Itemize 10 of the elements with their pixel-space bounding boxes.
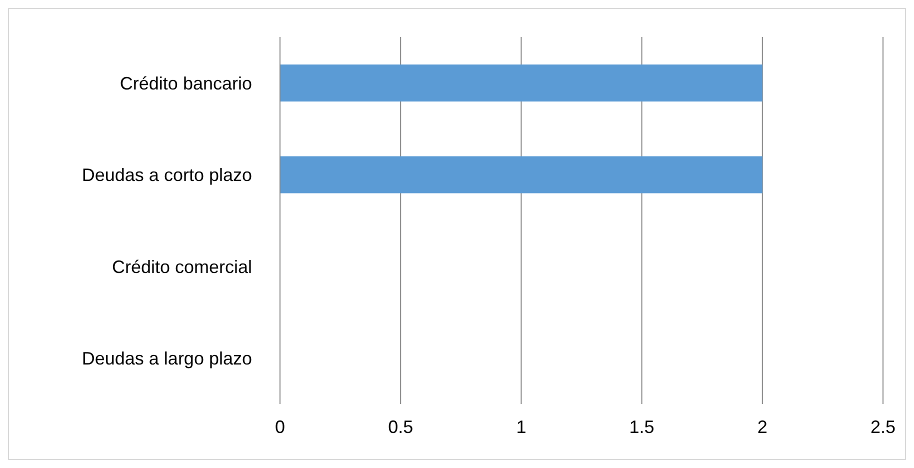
y-tick-label: Crédito bancario (120, 73, 252, 94)
x-tick-label: 2.5 (870, 416, 896, 437)
x-tick-label: 1 (516, 416, 526, 437)
y-tick-label: Deudas a largo plazo (82, 348, 252, 369)
y-tick-label: Deudas a corto plazo (82, 165, 252, 186)
x-tick-label: 0 (274, 416, 286, 437)
x-tick-label: 0.5 (388, 416, 414, 437)
x-tick-label: 2 (757, 416, 768, 437)
y-tick-label: Crédito comercial (112, 256, 252, 277)
x-tick-label: 1.5 (629, 416, 654, 437)
